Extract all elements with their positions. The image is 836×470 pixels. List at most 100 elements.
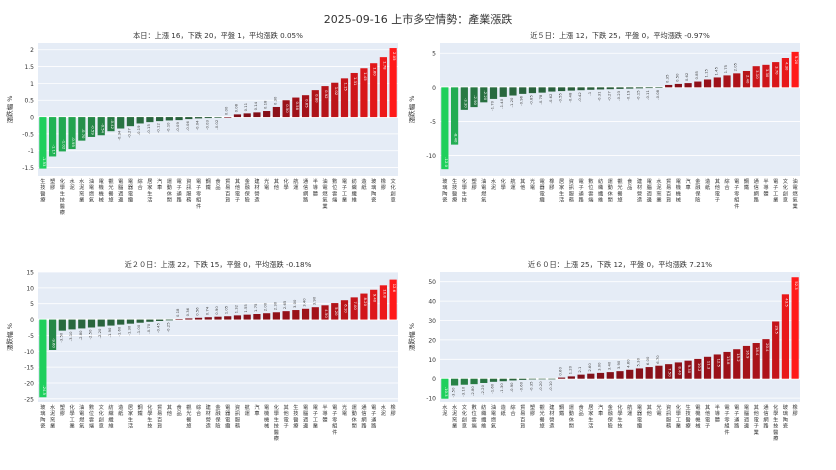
category-label: 汽車 — [686, 177, 692, 191]
data-label: -1.70 — [490, 100, 495, 110]
bar — [684, 83, 692, 88]
bar — [58, 117, 66, 152]
data-label: -3.50 — [451, 387, 456, 397]
bar — [301, 95, 310, 118]
bar — [78, 319, 86, 329]
data-label: 9.30 — [687, 365, 692, 374]
category-label: 化學 — [284, 177, 289, 191]
bar — [762, 64, 770, 88]
data-label: -0.11 — [645, 90, 650, 100]
bar — [723, 75, 731, 88]
data-label: 2.60 — [587, 363, 592, 372]
category-label: 航運 — [627, 403, 633, 417]
category-label: 建材營造 — [254, 177, 260, 204]
bar — [233, 114, 242, 118]
bar — [655, 87, 663, 88]
category-label: 金融保險 — [215, 403, 221, 430]
bar — [703, 79, 712, 88]
bar — [311, 307, 319, 320]
category-label: 化學生技 — [462, 177, 467, 204]
bar — [301, 308, 310, 320]
category-label: 貿易百貨 — [225, 177, 230, 204]
category-label: 化學工業 — [676, 403, 681, 430]
category-label: 鋼鐵 — [744, 177, 750, 191]
y-tick-label: 30 — [428, 318, 436, 325]
bar — [587, 87, 595, 90]
category-label: 航運 — [293, 177, 299, 191]
data-label: -0.12 — [156, 123, 161, 133]
category-label: 資訊服務 — [186, 177, 192, 204]
data-label: -3.10 — [460, 386, 465, 396]
data-label: 3.00 — [292, 299, 297, 308]
bar — [470, 87, 478, 108]
category-label: 通信網路 — [361, 403, 367, 430]
bar — [340, 78, 349, 118]
bar — [616, 371, 624, 379]
data-label: -0.15 — [635, 90, 640, 100]
data-label: 2.40 — [745, 75, 750, 84]
category-label: 數位雲端 — [471, 403, 476, 430]
bar — [107, 117, 115, 132]
category-label: 鋼鐵 — [138, 403, 144, 417]
bar — [185, 117, 193, 120]
bar — [606, 372, 614, 379]
data-label: 0.74 — [204, 306, 209, 315]
category-label: 光電 — [530, 177, 535, 191]
data-label: 9.40 — [373, 294, 378, 303]
category-label: 電腦週邊 — [744, 404, 750, 430]
bar — [713, 77, 721, 88]
bar — [175, 117, 183, 121]
plot-background — [38, 272, 398, 402]
category-label: 電子零組件 — [332, 404, 338, 436]
bar — [558, 87, 566, 92]
bar — [39, 319, 47, 398]
bar — [282, 311, 290, 320]
category-label: 貿易百貨 — [520, 403, 525, 430]
y-tick-label: 5 — [432, 51, 436, 58]
category-label: 電子零組件 — [734, 178, 740, 210]
category-label: 運動休閒 — [569, 404, 575, 430]
data-label: 1.20 — [567, 365, 572, 374]
data-label: 0.56 — [195, 307, 200, 316]
category-label: 電子通路 — [176, 178, 182, 204]
category-label: 水泥 — [442, 403, 448, 417]
data-label: 0.11 — [243, 102, 248, 111]
bar — [480, 378, 488, 383]
data-label: -12.0 — [444, 157, 449, 167]
bar — [126, 319, 135, 324]
category-label: 其他電子業 — [754, 404, 759, 436]
category-label: 電器電纜 — [128, 178, 134, 204]
category-label: 其他 — [274, 178, 279, 191]
data-label: -0.42 — [110, 119, 115, 129]
y-tick-label: 0 — [432, 85, 436, 92]
category-label: 塑膠 — [530, 403, 535, 417]
category-label: 油電燃氣 — [481, 177, 487, 204]
category-label: 橡膠 — [391, 403, 397, 417]
category-label: 綜合 — [138, 177, 144, 191]
category-label: 油電燃氣 — [79, 403, 85, 430]
data-label: -8.40 — [454, 133, 459, 143]
bar — [272, 312, 280, 320]
category-label: 電子工業 — [342, 178, 347, 204]
category-label: 生技醫療 — [686, 403, 692, 430]
category-label: 玻璃陶瓷 — [40, 403, 46, 430]
panel-title: 本日：上漲 16，下跌 20，平盤 1，平均漲跌 0.05% — [133, 31, 303, 40]
category-label: 通信網路 — [754, 177, 760, 204]
data-label: -0.48 — [567, 92, 572, 102]
category-label: 食品 — [215, 177, 221, 191]
category-label: 金融保險 — [608, 403, 614, 430]
category-label: 橡膠 — [793, 403, 799, 417]
category-label: 水泥 — [381, 403, 387, 417]
bar — [194, 317, 203, 320]
data-label: 1.45 — [363, 72, 368, 81]
data-label: -1.17 — [52, 144, 57, 154]
y-tick-label: 50 — [428, 279, 436, 286]
y-tick-label: -25 — [24, 396, 34, 403]
y-tick-label: -1 — [28, 148, 34, 155]
bar — [214, 117, 222, 118]
bar — [165, 117, 173, 121]
bar — [703, 356, 712, 379]
bar — [379, 285, 388, 320]
panel-title: 近６０日：上漲 25，下跌 12，平盤 0，平均漲跌 7.21% — [528, 260, 712, 269]
data-label: 0.90 — [214, 306, 219, 315]
